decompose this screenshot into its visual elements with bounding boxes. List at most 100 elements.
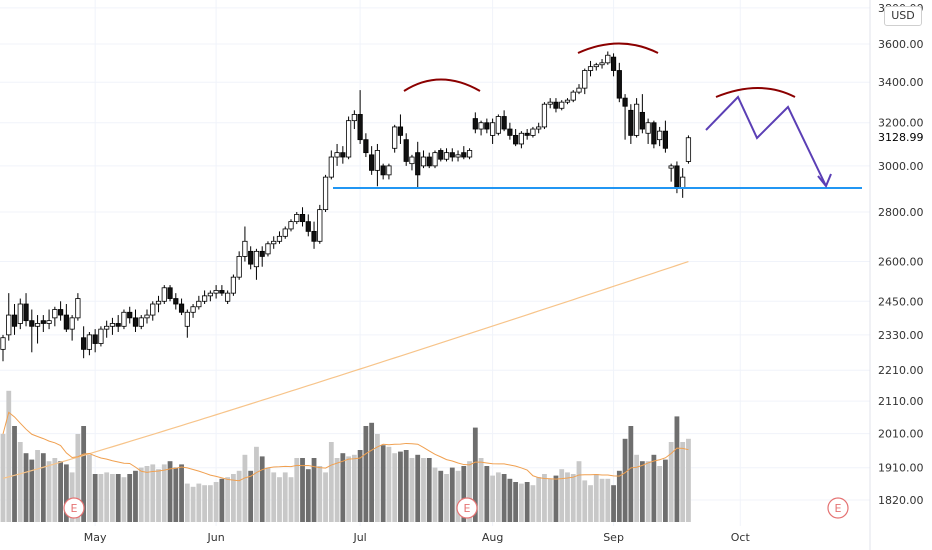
candle [225, 290, 231, 305]
candle-body [11, 314, 18, 327]
volume-bar [663, 459, 668, 522]
volume-bar [409, 458, 415, 522]
time-tick-label: Aug [482, 531, 503, 544]
candle-body [651, 122, 657, 145]
currency-button[interactable]: USD [884, 6, 922, 26]
candle [69, 315, 75, 341]
candle [334, 143, 340, 166]
volume-bar [346, 456, 351, 522]
candle [248, 246, 254, 270]
candle [230, 274, 236, 296]
chart-grid [0, 0, 870, 526]
price-tick-label: 2010.00 [878, 428, 924, 441]
earnings-marker[interactable]: E [63, 497, 85, 519]
candle [662, 120, 669, 153]
resistance-arc-2 [577, 42, 659, 54]
candle-body [236, 256, 242, 278]
candle-body [386, 165, 392, 176]
candle-body [466, 150, 473, 158]
volume-bar [542, 474, 547, 522]
volume-bar [121, 477, 127, 522]
volume-bar [6, 390, 12, 522]
candle-body [178, 303, 185, 313]
candle-body [294, 214, 300, 223]
volume-bar [576, 461, 582, 522]
candle [282, 226, 288, 239]
volume-bar [184, 483, 190, 522]
candle-body [311, 230, 317, 242]
candle [201, 290, 208, 305]
volume-bar [490, 475, 495, 522]
candle-body [225, 292, 231, 302]
volume-bar [98, 474, 104, 522]
candle [685, 135, 692, 164]
volume-bar [75, 434, 81, 522]
candle-body [547, 101, 553, 105]
candle-body [6, 314, 12, 336]
price-tick-label: 1820.00 [878, 494, 924, 507]
candle [501, 110, 507, 132]
volume-bar [196, 483, 202, 522]
candle [559, 100, 565, 111]
candle-body [553, 101, 559, 109]
candle [213, 285, 219, 299]
candle-body [334, 152, 340, 158]
candle [190, 304, 196, 318]
time-axis[interactable]: May Jun Jul Aug Sep Oct [84, 531, 751, 544]
candle [299, 207, 306, 227]
candle [138, 315, 144, 330]
price-tick-label: 2600.00 [878, 256, 924, 269]
candle [265, 241, 271, 257]
candle [52, 306, 58, 327]
volume-bar [467, 461, 472, 522]
candle-body [507, 128, 513, 136]
volume-bar [311, 458, 317, 522]
candle [547, 98, 553, 109]
candle [0, 334, 6, 362]
candle-body [559, 101, 565, 109]
candle-body [276, 235, 283, 242]
candle-body [484, 122, 490, 130]
candle [236, 251, 242, 280]
candle-body [564, 99, 571, 103]
volume-bar [449, 467, 455, 522]
price-axis[interactable]: 1820.00 1910.00 2010.00 2110.00 2210.00 2330.… [878, 2, 924, 507]
candle-body [92, 334, 98, 344]
candle-body [380, 165, 386, 176]
candle [98, 326, 104, 347]
candle-body [340, 152, 346, 158]
candle [628, 104, 634, 144]
volume-bar [127, 474, 133, 522]
earnings-marker[interactable]: E [456, 497, 478, 519]
candle [46, 309, 52, 330]
candle-body [397, 126, 404, 136]
volume-bar [248, 470, 254, 522]
candle-body [680, 176, 686, 189]
candle [374, 143, 381, 187]
candle [582, 68, 588, 95]
candle [472, 112, 478, 134]
candle [219, 285, 225, 296]
earnings-marker[interactable]: E [827, 497, 849, 519]
price-tick-label: 3200.00 [878, 117, 924, 130]
volume-bar [686, 438, 691, 522]
volume-bar [478, 458, 484, 522]
candle-body [639, 111, 645, 130]
volume-bar [369, 422, 375, 522]
candle [524, 129, 530, 140]
candle-body [150, 303, 156, 316]
candle [616, 62, 622, 103]
candle-body [265, 243, 271, 255]
candle [455, 150, 461, 162]
candle-body [23, 303, 29, 322]
candle [564, 98, 571, 105]
candle [657, 126, 663, 147]
volume-bar [29, 459, 35, 522]
candle [599, 59, 605, 69]
candle-body [605, 54, 611, 64]
price-tick-label: 2450.00 [878, 295, 924, 308]
volume-bar [519, 483, 524, 522]
candle [121, 309, 127, 330]
